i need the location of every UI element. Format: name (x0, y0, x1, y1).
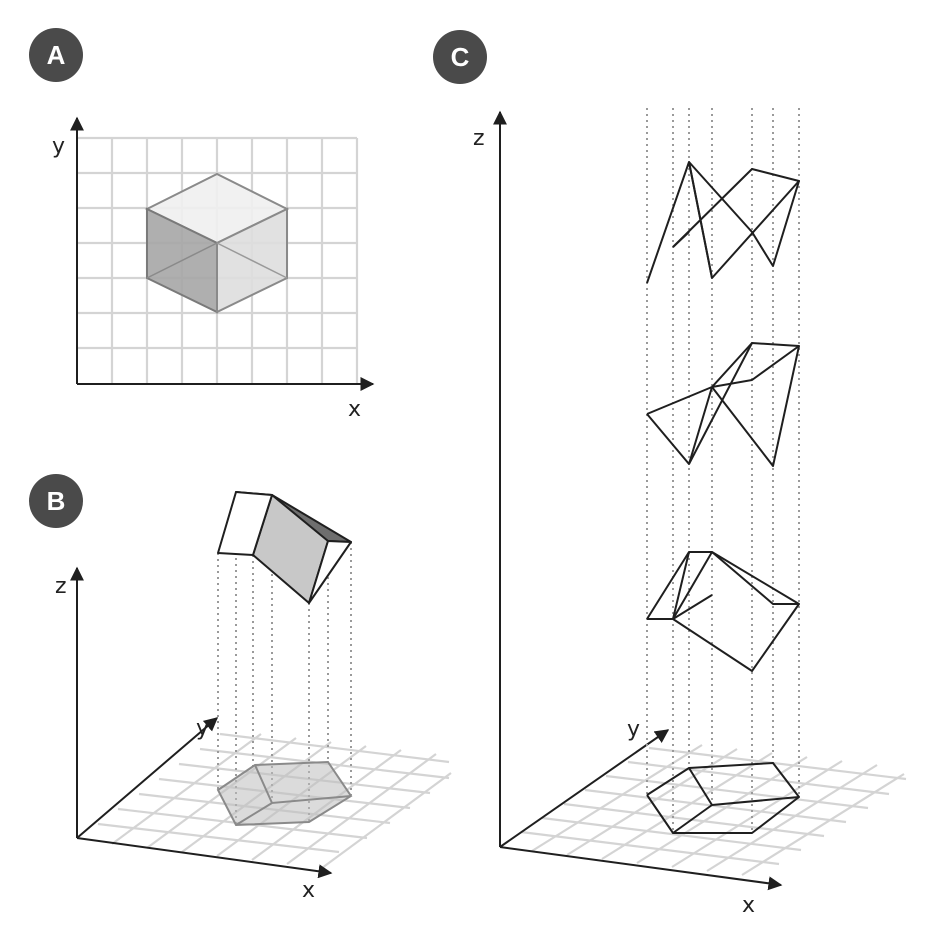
panel-c-x-label: x (742, 893, 755, 918)
panel-b-y-axis (76, 717, 219, 839)
panel-b-badge-label: B (47, 486, 66, 516)
panel-b-floating-prism (217, 491, 352, 604)
panel-b-shadow (216, 760, 353, 827)
panel-a-badge: A (29, 28, 83, 82)
panel-c: C z y x (433, 30, 907, 918)
panel-c-y-axis (499, 729, 670, 848)
panel-b-x-label: x (302, 878, 315, 903)
panel-b-axes (70, 566, 333, 879)
panel-b: B z y x (29, 474, 452, 903)
panel-b-z-label: z (55, 574, 67, 599)
panel-c-axes (493, 110, 783, 891)
panel-b-badge: B (29, 474, 83, 528)
panel-a-x-label: x (348, 397, 361, 422)
panel-c-projection-lines (646, 108, 800, 833)
panel-c-tilted-prism (646, 551, 800, 672)
panel-c-y-label: y (627, 717, 640, 742)
panel-a: A y x (29, 28, 375, 422)
panel-c-grid (520, 744, 907, 876)
panel-b-y-label: y (196, 716, 209, 741)
panel-c-base-outline (646, 762, 800, 834)
panel-c-z-label: z (473, 126, 485, 151)
panel-a-axes (70, 116, 375, 391)
panel-c-badge-label: C (451, 42, 470, 72)
panel-b-x-axis (76, 837, 333, 879)
panel-c-top-projection (646, 161, 800, 284)
panel-a-y-label: y (52, 134, 65, 159)
panel-c-x-axis (499, 846, 783, 891)
panel-c-mid-projection (646, 342, 800, 467)
panel-a-cube (144, 172, 290, 314)
panel-c-badge: C (433, 30, 487, 84)
panel-a-badge-label: A (47, 40, 66, 70)
